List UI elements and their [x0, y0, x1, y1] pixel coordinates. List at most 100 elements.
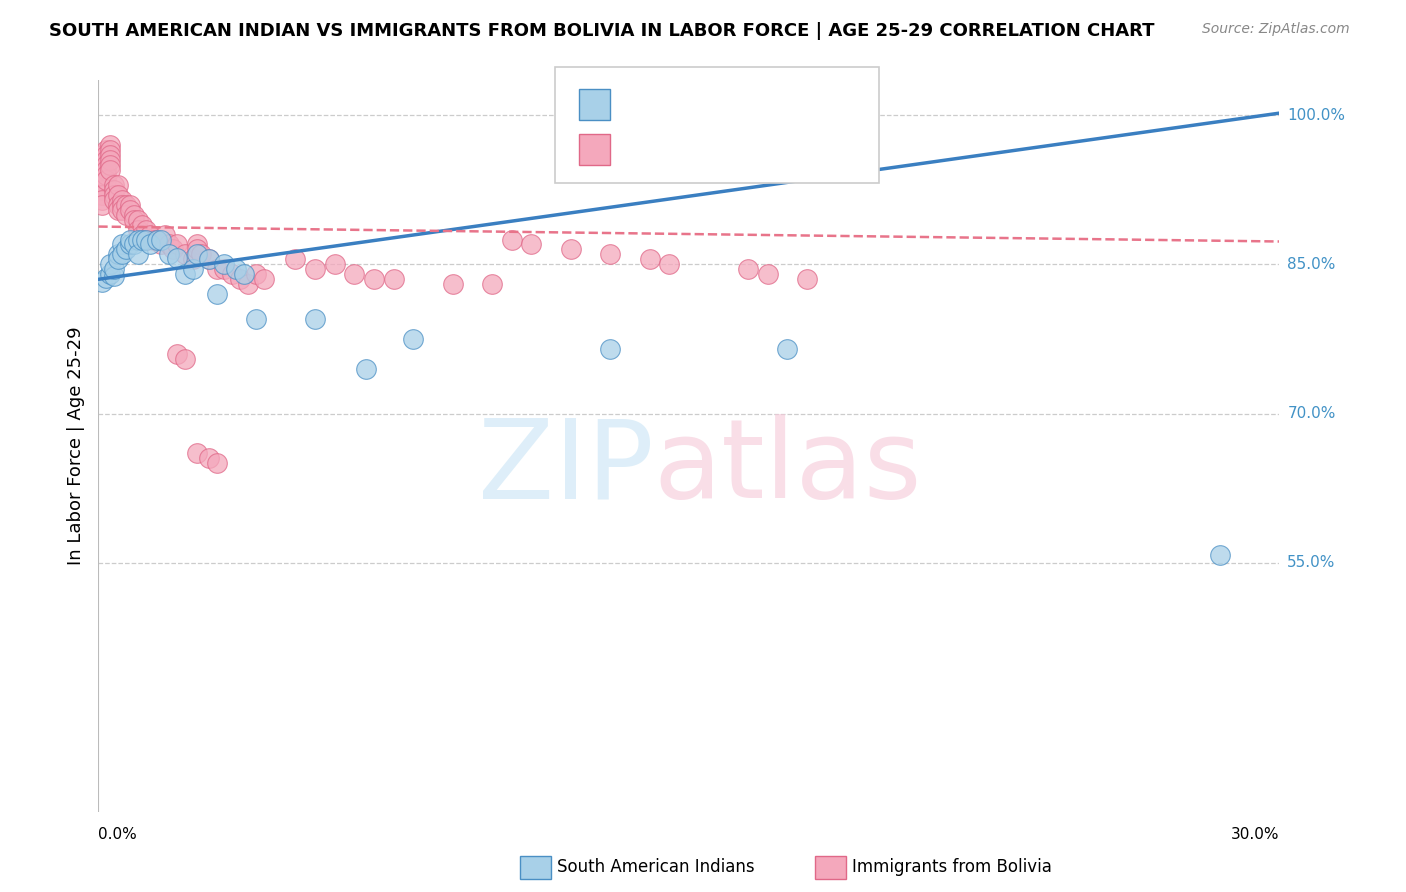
Point — [221, 268, 243, 282]
Point — [382, 272, 405, 286]
Point — [599, 247, 621, 261]
Point — [118, 237, 141, 252]
Point — [103, 269, 125, 284]
Point — [174, 247, 197, 261]
Point — [186, 243, 208, 257]
Point — [91, 158, 114, 172]
Point — [354, 362, 377, 376]
Point — [245, 268, 267, 282]
Point — [138, 237, 160, 252]
Point — [756, 268, 779, 282]
Point — [135, 233, 157, 247]
Point — [197, 451, 219, 466]
Point — [96, 143, 118, 157]
Point — [174, 351, 197, 366]
Point — [343, 268, 366, 282]
Point — [146, 233, 169, 247]
Point — [115, 197, 138, 211]
Point — [98, 162, 121, 177]
Text: ZIP: ZIP — [478, 415, 654, 522]
Point — [796, 272, 818, 286]
Point — [284, 252, 307, 267]
Point — [127, 233, 149, 247]
Point — [560, 243, 582, 257]
Point — [157, 247, 180, 261]
Point — [91, 178, 114, 192]
Point — [91, 187, 114, 202]
Point — [363, 272, 385, 286]
Point — [131, 218, 153, 232]
Point — [115, 243, 138, 257]
Point — [214, 262, 236, 277]
Point — [103, 178, 125, 192]
Text: 30.0%: 30.0% — [1232, 827, 1279, 842]
Point — [96, 158, 118, 172]
Point — [205, 262, 228, 277]
Point — [91, 173, 114, 187]
Point — [107, 247, 129, 261]
Point — [186, 237, 208, 252]
Text: 70.0%: 70.0% — [1288, 406, 1336, 421]
Point — [150, 233, 173, 247]
Point — [236, 277, 259, 292]
Point — [91, 168, 114, 182]
Point — [98, 257, 121, 271]
Text: South American Indians: South American Indians — [557, 858, 755, 876]
Point — [91, 153, 114, 167]
Point — [107, 187, 129, 202]
Point — [122, 208, 145, 222]
Point — [138, 227, 160, 242]
Point — [174, 268, 197, 282]
Point — [98, 268, 121, 282]
Text: 0.0%: 0.0% — [98, 827, 138, 842]
Point — [181, 252, 204, 267]
Point — [107, 252, 129, 267]
Point — [103, 193, 125, 207]
Point — [142, 233, 165, 247]
Point — [103, 262, 125, 277]
Point — [229, 272, 252, 286]
Point — [737, 262, 759, 277]
Point — [304, 262, 326, 277]
Point — [776, 342, 799, 356]
Point — [111, 197, 134, 211]
Point — [157, 237, 180, 252]
Point — [98, 153, 121, 167]
Point — [118, 202, 141, 217]
Point — [186, 247, 208, 261]
Point — [225, 262, 247, 277]
Point — [91, 275, 114, 289]
Text: 100.0%: 100.0% — [1288, 108, 1346, 122]
Point — [155, 227, 177, 242]
Point — [1209, 548, 1232, 562]
Point — [197, 252, 219, 267]
Point — [111, 247, 134, 261]
Point — [233, 268, 256, 282]
Point — [186, 446, 208, 460]
Point — [98, 143, 121, 157]
Text: SOUTH AMERICAN INDIAN VS IMMIGRANTS FROM BOLIVIA IN LABOR FORCE | AGE 25-29 CORR: SOUTH AMERICAN INDIAN VS IMMIGRANTS FROM… — [49, 22, 1154, 40]
Point — [96, 153, 118, 167]
Point — [245, 312, 267, 326]
Point — [96, 271, 118, 285]
Point — [122, 237, 145, 252]
Point — [162, 243, 184, 257]
Point — [127, 222, 149, 236]
Text: Source: ZipAtlas.com: Source: ZipAtlas.com — [1202, 22, 1350, 37]
Point — [96, 173, 118, 187]
Point — [107, 202, 129, 217]
Point — [118, 197, 141, 211]
Point — [520, 237, 543, 252]
Point — [103, 187, 125, 202]
Text: atlas: atlas — [654, 415, 922, 522]
Point — [111, 202, 134, 217]
Point — [205, 457, 228, 471]
Point — [135, 233, 157, 247]
Point — [98, 138, 121, 153]
Point — [127, 212, 149, 227]
Point — [111, 237, 134, 252]
Point — [146, 233, 169, 247]
Point — [501, 233, 523, 247]
Text: R =  0.236  N = 38: R = 0.236 N = 38 — [619, 98, 763, 112]
Point — [91, 162, 114, 177]
